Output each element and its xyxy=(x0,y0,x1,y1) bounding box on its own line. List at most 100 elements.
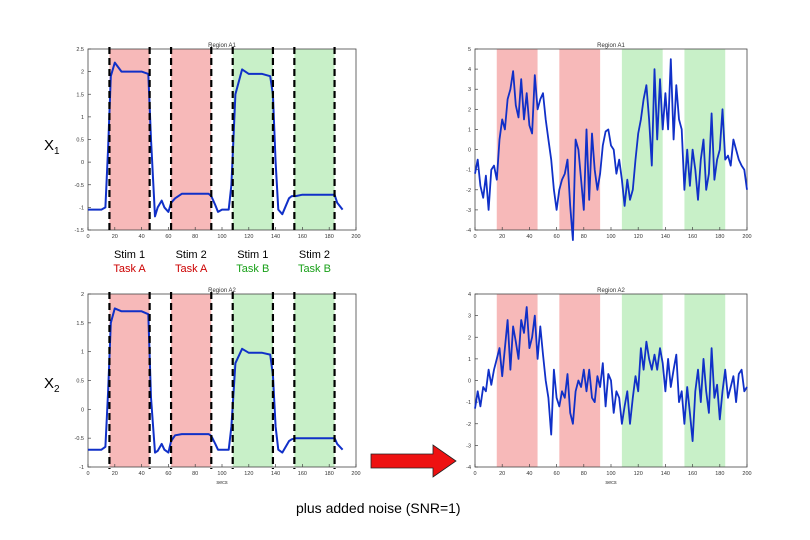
x-tick-label: 160 xyxy=(298,471,307,477)
x-tick-label: 0 xyxy=(86,471,89,477)
block-label-2: Stim 2 Task A xyxy=(175,249,208,275)
panel-4-stim-block-3 xyxy=(621,294,663,467)
y-tick-label: 0 xyxy=(468,379,471,385)
x-tick-label: 40 xyxy=(139,471,145,477)
y-tick-label: -0.5 xyxy=(75,183,84,189)
x-tick-label: 80 xyxy=(581,234,587,240)
y-tick-label: -2 xyxy=(466,188,471,194)
y-tick-label: -1.5 xyxy=(75,228,84,234)
y-tick-label: 3 xyxy=(468,87,471,93)
block-task-label: Task A xyxy=(175,263,208,275)
x-tick-label: 180 xyxy=(325,471,334,477)
panel-3-stim-block-1 xyxy=(496,49,538,230)
x-tick-label: 100 xyxy=(606,471,615,477)
x-tick-label: 0 xyxy=(86,234,89,240)
y-tick-label: 0 xyxy=(81,407,84,413)
y-tick-label: -2 xyxy=(466,422,471,428)
x-tick-label: 20 xyxy=(112,234,118,240)
y-tick-label: -1 xyxy=(79,465,84,471)
x-tick-label: 200 xyxy=(351,471,360,477)
panel-3-signal-line xyxy=(474,58,748,241)
block-label-3: Stim 1 Task B xyxy=(236,249,269,275)
x-tick-label: 160 xyxy=(688,234,697,240)
x-tick-label: 100 xyxy=(217,471,226,477)
y-tick-label: 3 xyxy=(468,314,471,320)
x-tick-label: 200 xyxy=(742,234,751,240)
x-tick-label: 100 xyxy=(606,234,615,240)
y-tick-label: 1.5 xyxy=(76,321,84,327)
x-tick-label: 60 xyxy=(165,471,171,477)
y-tick-label: 2.5 xyxy=(76,47,84,53)
x-tick-label: 140 xyxy=(271,471,280,477)
x-tick-label: 60 xyxy=(554,471,560,477)
y-tick-label: -3 xyxy=(466,208,471,214)
y-tick-label: 0.5 xyxy=(76,138,84,144)
x-tick-label: 20 xyxy=(112,471,118,477)
block-task-label: Task B xyxy=(298,263,331,275)
y-tick-label: 0.5 xyxy=(76,379,84,385)
y-tick-label: 5 xyxy=(468,47,471,53)
block-label-1: Stim 1 Task A xyxy=(113,249,146,275)
panel-1-title: Region A1 xyxy=(208,43,236,49)
x-tick-label: 140 xyxy=(661,234,670,240)
x-tick-label: 120 xyxy=(244,471,253,477)
block-task-label: Task A xyxy=(113,263,146,275)
panel-2-title: Region A2 xyxy=(208,288,236,294)
x-tick-label: 180 xyxy=(325,234,334,240)
panel-2-signal-line xyxy=(88,307,344,454)
block-stim-label: Stim 1 xyxy=(114,249,145,261)
panel-2-xlabel: secs xyxy=(216,480,228,486)
y-tick-label: 2 xyxy=(468,335,471,341)
y-tick-label: 4 xyxy=(468,292,471,298)
panel-2-stim-block-3 xyxy=(232,294,273,467)
panel-4-stim-block-2 xyxy=(559,294,601,467)
y-tick-label: -1 xyxy=(79,205,84,211)
panel-1-stim-block-4 xyxy=(294,49,335,230)
x-tick-label: 20 xyxy=(499,234,505,240)
x-tick-label: 120 xyxy=(634,234,643,240)
y-tick-label: 1 xyxy=(81,350,84,356)
panel-1-signal-line xyxy=(88,61,344,218)
panel-4-stim-block-1 xyxy=(496,294,538,467)
y-tick-label: -1 xyxy=(466,168,471,174)
panel-1-stim-block-2 xyxy=(171,49,212,230)
y-tick-label: -4 xyxy=(466,465,471,471)
x-tick-label: 140 xyxy=(271,234,280,240)
noise-caption: plus added noise (SNR=1) xyxy=(296,500,461,516)
y-tick-label: 0 xyxy=(468,148,471,154)
x-tick-label: 200 xyxy=(351,234,360,240)
panel-3-stim-block-4 xyxy=(684,49,726,230)
x-tick-label: 200 xyxy=(742,471,751,477)
y-tick-label: 2 xyxy=(468,107,471,113)
block-stim-label: Stim 2 xyxy=(176,249,207,261)
x-tick-label: 140 xyxy=(661,471,670,477)
x-tick-label: 160 xyxy=(298,234,307,240)
y-tick-label: 1.5 xyxy=(76,92,84,98)
x-tick-label: 180 xyxy=(715,234,724,240)
row-label-x1: X1 xyxy=(44,137,60,157)
x-tick-label: 180 xyxy=(715,471,724,477)
panel-4-title: Region A2 xyxy=(597,288,625,294)
arrow-icon xyxy=(370,444,457,478)
x-tick-label: 40 xyxy=(526,234,532,240)
block-stim-label: Stim 2 xyxy=(299,249,330,261)
x-tick-label: 80 xyxy=(192,471,198,477)
y-tick-label: 2 xyxy=(81,70,84,76)
panel-3-stim-block-2 xyxy=(559,49,601,230)
y-tick-label: 1 xyxy=(81,115,84,121)
y-tick-label: 2 xyxy=(81,292,84,298)
x-tick-label: 0 xyxy=(473,471,476,477)
x-tick-label: 120 xyxy=(634,471,643,477)
y-tick-label: 1 xyxy=(468,127,471,133)
y-tick-label: 0 xyxy=(81,160,84,166)
panel-2-stim-block-2 xyxy=(171,294,212,467)
y-tick-label: -3 xyxy=(466,443,471,449)
panel-2-stim-block-4 xyxy=(294,294,335,467)
x-tick-label: 80 xyxy=(192,234,198,240)
block-task-label: Task B xyxy=(236,263,269,275)
panel-2-stim-block-1 xyxy=(109,294,150,467)
block-label-4: Stim 2 Task B xyxy=(298,249,331,275)
panel-1-stim-block-1 xyxy=(109,49,150,230)
block-stim-label: Stim 1 xyxy=(237,249,268,261)
